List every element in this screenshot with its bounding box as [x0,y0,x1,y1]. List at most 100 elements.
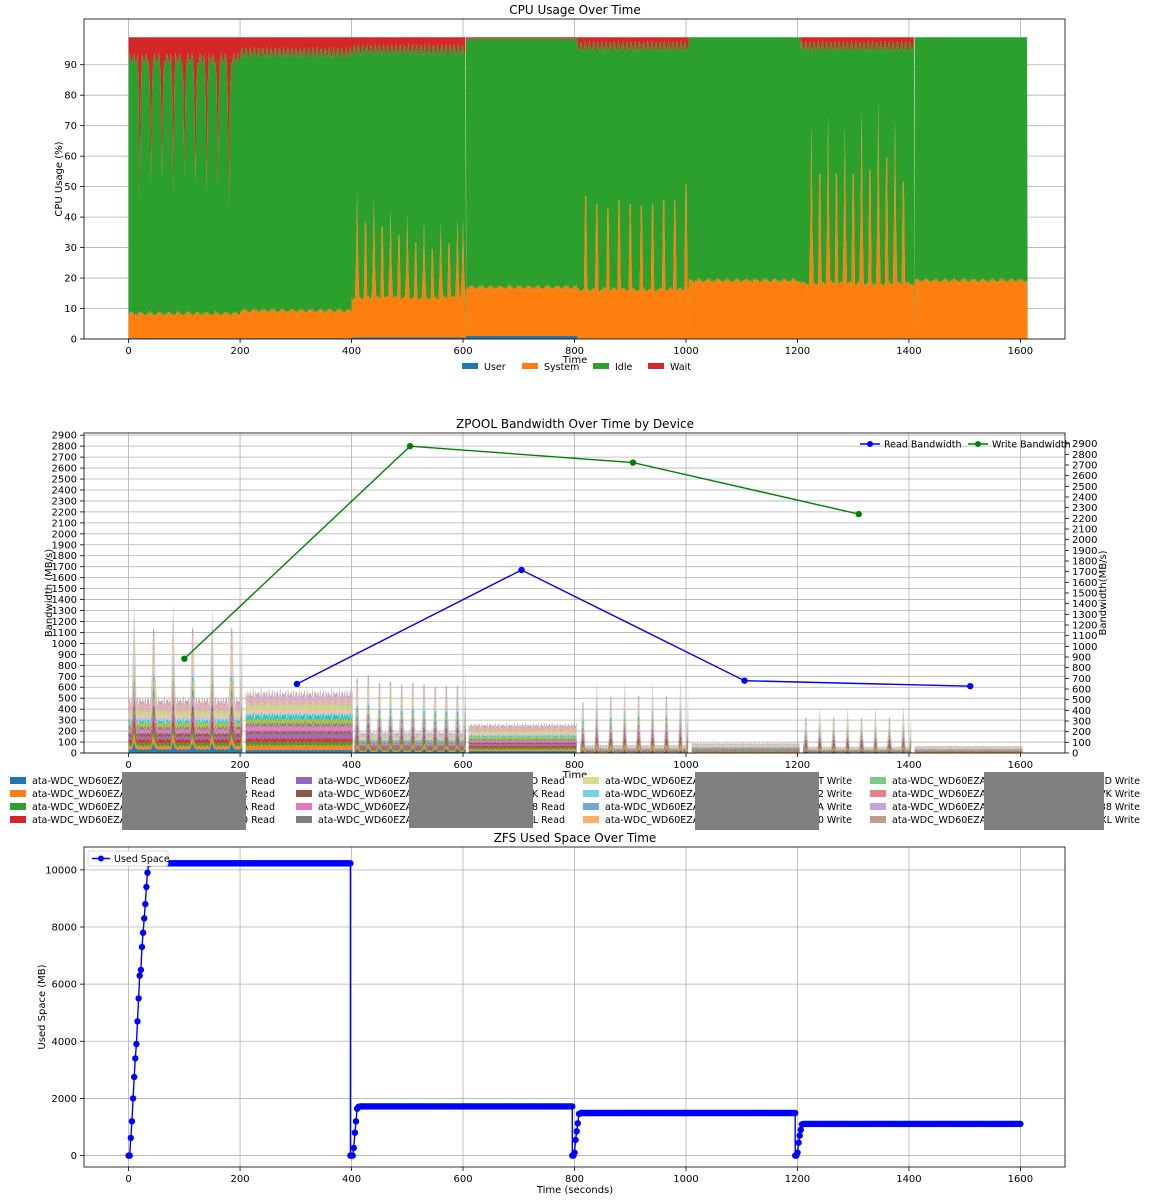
bandwidth-device-area [691,750,800,752]
bandwidth-device-area [691,747,800,749]
bandwidth-y-tick-label: 200 [58,727,77,738]
bandwidth-device-area [691,746,800,749]
bandwidth-device-area [468,739,577,744]
cpu-usage-chart: CPU Usage Over Time 0 200 400 600 800 1000 120… [54,3,1066,373]
cpu-legend-label-system: System [544,362,579,373]
bandwidth-y2-tick-label: 2800 [1072,450,1097,461]
device-legend-suffix: DD Write [1097,776,1140,787]
device-legend-suffix: 3T Write [812,776,852,787]
redaction-box [695,772,819,830]
bandwidth-y2-tick-label: 1500 [1072,589,1097,600]
device-legend-suffix: 38 Write [1100,802,1140,813]
bandwidth-y2-tick-label: 2300 [1072,503,1097,514]
bandwidth-y-tick-label: 1000 [52,639,77,650]
bandwidth-y2-tick-label: 1400 [1072,599,1097,610]
bandwidth-device-area [580,743,689,753]
bandwidth-y-tick-label: 900 [58,650,77,661]
used-space-point [128,1118,136,1125]
device-legend-prefix: ata-WDC_WD60EZAX [605,776,706,787]
bandwidth-device-area [245,700,353,713]
device-legend-suffix: A Read [242,802,275,813]
cpu-y-tick-label: 70 [64,121,77,132]
zfs-x-tick-label: 400 [342,1174,361,1185]
bandwidth-device-area [914,746,1023,748]
device-legend-swatch [870,816,886,823]
used-space-point [142,900,149,908]
bandwidth-x-tick-label: 1000 [673,760,698,771]
bandwidth-device-area [691,749,800,751]
cpu-x-tick-label: 800 [565,346,584,357]
bandwidth-chart-title: ZPOOL Bandwidth Over Time by Device [456,417,694,431]
cpu-legend-swatch-system [522,363,538,369]
read-bandwidth-point [741,677,748,684]
cpu-x-tick-label: 600 [453,346,472,357]
zfs-y-tick-label: 10000 [45,865,77,876]
bandwidth-y2-tick-label: 2000 [1072,535,1097,546]
bandwidth-device-area [468,750,577,753]
redaction-box [409,772,533,828]
bandwidth-y2-tick-label: 500 [1072,695,1091,706]
bandwidth-device-area [691,747,800,750]
write-bandwidth-point [181,655,188,662]
bandwidth-device-area [128,725,243,748]
bandwidth-y-tick-label: 2900 [52,431,77,442]
device-legend-swatch [583,803,599,810]
bandwidth-device-area [354,738,466,752]
bandwidth-y2-tick-label: 1900 [1072,546,1097,557]
cpu-legend-label-idle: Idle [615,362,632,373]
device-legend-swatch [296,790,312,797]
bandwidth-device-area [914,750,1023,752]
bandwidth-y2-tick-label: 2200 [1072,514,1097,525]
bandwidth-device-area [128,661,243,727]
zfs-used-space-chart: ZFS Used Space Over Time 0 200 400 600 800 10… [37,831,1066,1196]
bandwidth-device-area [914,750,1023,752]
bandwidth-y-tick-label: 2800 [52,442,77,453]
bandwidth-device-area [580,748,689,753]
bandwidth-device-area [245,695,353,709]
zfs-grid [84,847,1065,1167]
write-bandwidth-legend-marker [975,441,981,447]
bandwidth-y2-tick-label: 1000 [1072,642,1097,653]
used-space-point [347,860,354,867]
device-legend-swatch [870,803,886,810]
bandwidth-areas [128,604,1023,753]
zfs-x-tick-label: 1000 [673,1174,698,1185]
device-legend-suffix: VK Read [525,789,565,800]
device-legend-swatch [870,790,886,797]
cpu-x-tick-label: 1400 [896,346,921,357]
write-bandwidth-point [855,510,862,518]
bandwidth-device-area [691,744,800,747]
bandwidth-device-area [691,743,800,746]
zfs-y-tick-label: 2000 [52,1094,77,1105]
bandwidth-y-tick-label: 400 [58,705,77,716]
cpu-y-tick-label: 20 [64,274,77,285]
device-legend-prefix: ata-WDC_WD60EZAX- [318,815,422,826]
bandwidth-x-tick-label: 0 [125,760,131,771]
bandwidth-y-tick-label: 2100 [52,518,77,529]
cpu-x-tick-label: 1200 [785,346,810,357]
bandwidth-y2-tick-label: 0 [1072,749,1078,760]
bandwidth-y2-tick-label: 1100 [1072,631,1097,642]
redaction-box [984,772,1104,830]
device-legend-prefix: ata-WDC_WD60EZAX [605,815,706,826]
bandwidth-device-area [354,669,466,737]
bandwidth-device-area [245,743,353,751]
bandwidth-y2-tick-label: 1300 [1072,610,1097,621]
bandwidth-device-area [128,733,243,751]
device-legend-prefix: ata-WDC_WD60EZAX- [318,789,422,800]
bandwidth-y2-tick-label: 300 [1072,717,1091,728]
used-space-point [132,1055,139,1062]
bandwidth-device-area [128,650,243,725]
cpu-legend-swatch-user [462,363,478,369]
cpu-y-tick-label: 40 [64,213,77,224]
bandwidth-y2-tick-label: 1800 [1072,557,1097,568]
bandwidth-device-area [128,604,243,710]
cpu-area-wait [128,37,1028,340]
bandwidth-y-tick-label: 1200 [52,617,77,628]
device-legend-swatch [10,816,26,823]
cpu-x-tick-label: 1000 [673,346,698,357]
used-space-point [126,1152,133,1159]
bandwidth-x-tick-label: 1200 [785,760,810,771]
bandwidth-device-area [468,744,577,749]
